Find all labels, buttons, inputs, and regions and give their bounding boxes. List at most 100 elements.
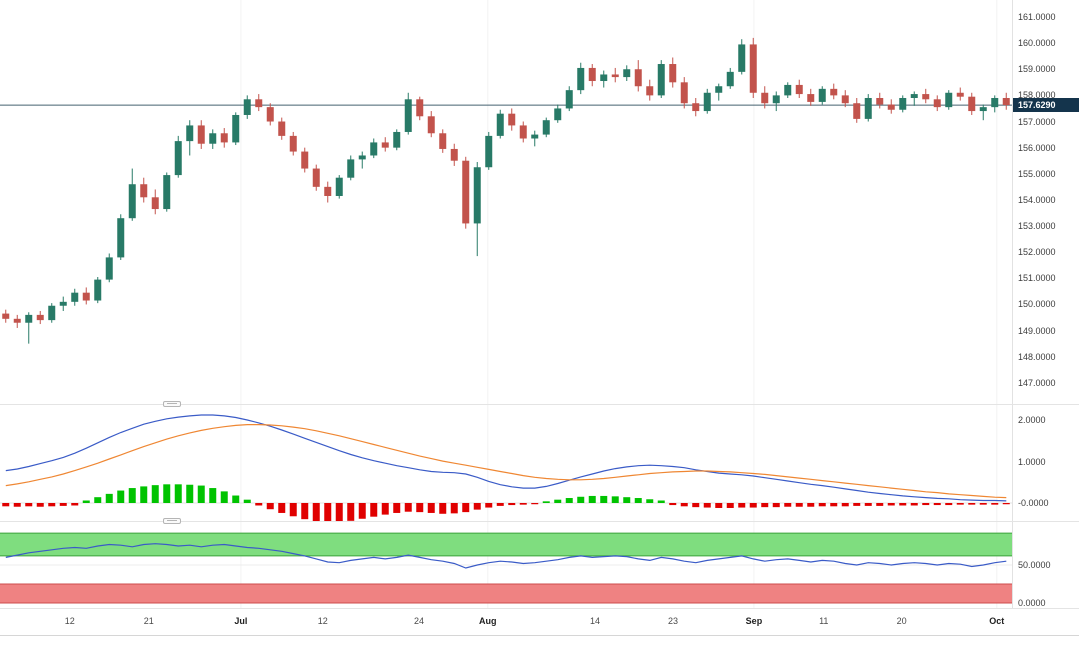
time-axis-month-label: Oct xyxy=(989,616,1005,626)
candle-body xyxy=(2,313,10,319)
price-panel[interactable] xyxy=(0,0,1012,404)
candle-body xyxy=(151,197,159,210)
time-axis[interactable]: 12 21 Jul 12 24 Aug 14 23 Sep 11 20 Oct xyxy=(0,608,1079,636)
histogram-bar xyxy=(358,502,366,519)
candle-body xyxy=(968,96,976,112)
price-tick-label: 157.0000 xyxy=(1018,116,1056,127)
histogram-bar xyxy=(554,499,562,503)
candle-body xyxy=(508,113,516,126)
macd-line xyxy=(5,414,1007,502)
histogram-bar xyxy=(531,502,539,505)
histogram-bar xyxy=(485,502,493,508)
histogram-bar xyxy=(956,502,964,505)
histogram-bar xyxy=(232,495,240,503)
time-axis-day-label: 21 xyxy=(143,616,154,626)
candle-body xyxy=(945,92,953,108)
histogram-bar xyxy=(462,502,470,513)
histogram-bar xyxy=(726,502,734,508)
histogram-bar xyxy=(807,502,815,507)
time-axis-day-label: 20 xyxy=(896,616,907,626)
histogram-bar xyxy=(979,502,987,505)
histogram-bar xyxy=(692,502,700,508)
macd-tick-label: 1.0000 xyxy=(1018,456,1046,467)
macd-panel[interactable] xyxy=(0,404,1012,521)
histogram-bar xyxy=(565,498,573,503)
candle-body xyxy=(853,103,861,119)
panel-resize-handle[interactable] xyxy=(163,401,181,407)
histogram-bar xyxy=(427,502,435,513)
candle-body xyxy=(841,95,849,104)
candle-body xyxy=(347,159,355,178)
candle-body xyxy=(427,116,435,134)
histogram-bar xyxy=(657,500,665,503)
histogram-bar xyxy=(266,502,274,510)
histogram-bar xyxy=(105,493,113,503)
histogram-bar xyxy=(13,502,21,507)
current-price-label: 157.6290 xyxy=(1013,98,1079,113)
candle-body xyxy=(105,257,113,280)
candle-body xyxy=(232,114,240,143)
candle-body xyxy=(301,151,309,169)
candle-body xyxy=(59,301,67,306)
histogram-bar xyxy=(830,502,838,507)
candle-body xyxy=(117,218,125,258)
candle-body xyxy=(669,64,677,83)
histogram-bar xyxy=(864,502,872,506)
candle-body xyxy=(128,184,136,219)
histogram-bar xyxy=(71,502,79,506)
histogram-bar xyxy=(623,497,631,503)
price-tick-label: 152.0000 xyxy=(1018,247,1056,258)
histogram-bar xyxy=(634,498,642,503)
candles xyxy=(2,37,1010,344)
candle-body xyxy=(623,69,631,78)
histogram-bar xyxy=(117,490,125,503)
price-tick-label: 147.0000 xyxy=(1018,377,1056,388)
candle-body xyxy=(370,142,378,156)
stochastic-chart[interactable] xyxy=(0,521,1012,608)
candle-body xyxy=(646,86,654,96)
histogram-bar xyxy=(450,502,458,514)
candle-body xyxy=(266,107,274,122)
histogram-bar xyxy=(370,502,378,517)
candle-body xyxy=(289,135,297,152)
price-axis[interactable]: 157.6290 161.0000 160.0000 159.0000 158.000… xyxy=(1012,0,1079,608)
candle-body xyxy=(450,148,458,161)
stochastic-panel[interactable] xyxy=(0,521,1012,608)
candle-body xyxy=(48,305,56,321)
histogram-bar xyxy=(519,502,527,505)
histogram-bar xyxy=(922,502,930,506)
time-axis-day-label: 14 xyxy=(590,616,601,626)
candle-body xyxy=(473,167,481,224)
histogram-bar xyxy=(404,502,412,512)
candle-body xyxy=(703,92,711,112)
histogram-bar xyxy=(772,502,780,508)
histogram-bar xyxy=(738,502,746,508)
candle-body xyxy=(197,125,205,144)
histogram-bar xyxy=(255,502,263,506)
candle-body xyxy=(36,314,44,321)
signal-line xyxy=(5,424,1007,499)
candle-body xyxy=(163,175,171,210)
histogram-bar xyxy=(496,502,504,506)
candle-body xyxy=(876,97,884,105)
histogram-bar xyxy=(600,495,608,503)
histogram-bar xyxy=(588,495,596,503)
candle-body xyxy=(82,292,90,301)
histogram-bar xyxy=(910,502,918,506)
histogram-bar xyxy=(82,500,90,503)
histogram-bar xyxy=(25,502,33,507)
candle-body xyxy=(830,88,838,96)
panel-resize-handle[interactable] xyxy=(163,518,181,524)
histogram-bar xyxy=(186,484,194,503)
candle-body xyxy=(887,104,895,110)
candle-body xyxy=(140,184,148,198)
candlestick-chart[interactable] xyxy=(0,0,1012,404)
candle-body xyxy=(542,120,550,135)
time-axis-month-label: Sep xyxy=(745,616,763,626)
histogram-bar xyxy=(174,484,182,503)
candle-body xyxy=(278,121,286,136)
macd-chart[interactable] xyxy=(0,404,1012,521)
time-axis-day-label: 11 xyxy=(819,616,829,626)
histogram-bar xyxy=(48,502,56,507)
time-axis-day-label: 12 xyxy=(317,616,328,626)
